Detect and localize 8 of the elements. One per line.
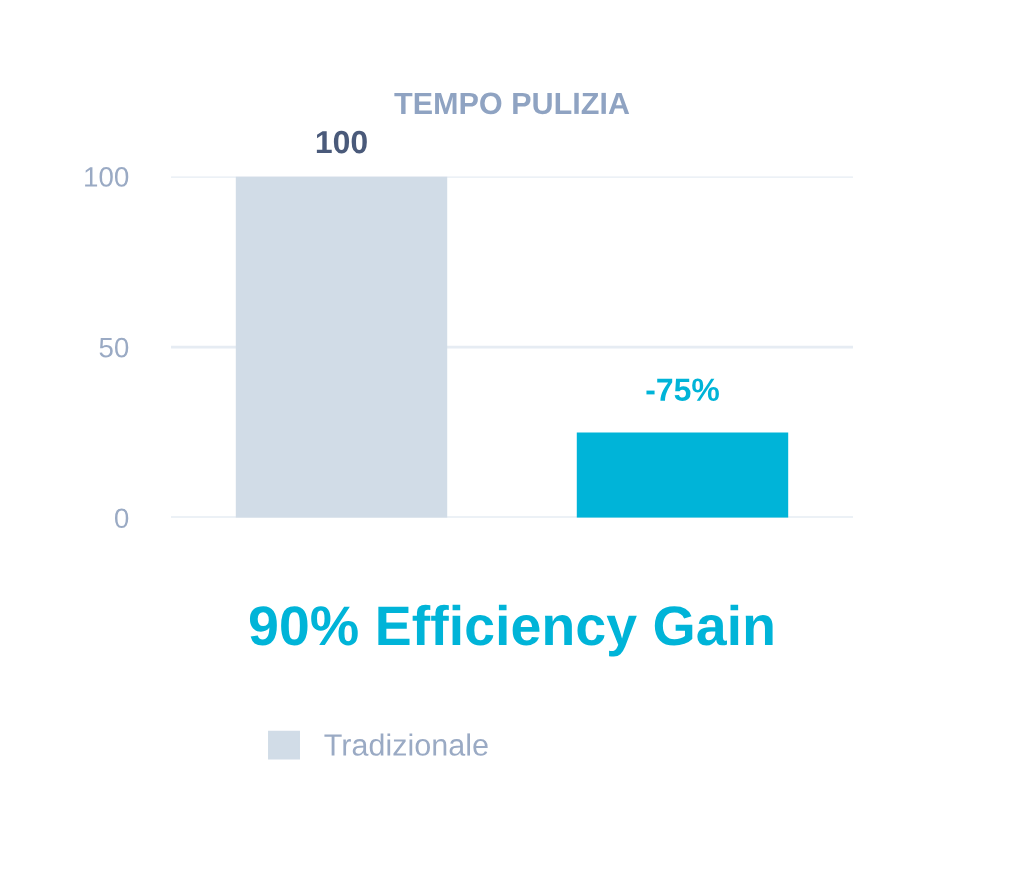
- y-tick-label: 0: [114, 508, 129, 529]
- y-tick-label: 100: [85, 167, 129, 187]
- y-tick-label: 50: [99, 337, 129, 358]
- legend-label: Tradizionale: [324, 733, 488, 756]
- data-label: 100: [316, 130, 367, 154]
- annotation: -75%: [646, 378, 719, 402]
- chart-title: TEMPO PULIZIA: [394, 92, 630, 115]
- text: 90% Efficiency Gain: [249, 604, 773, 657]
